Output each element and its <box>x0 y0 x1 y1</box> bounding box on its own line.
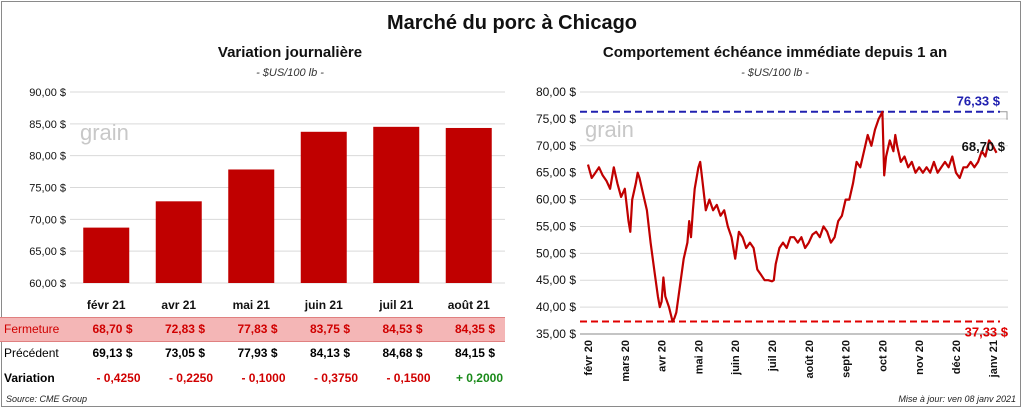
line-y-tick-label: 40,00 $ <box>536 300 576 314</box>
table-row: Fermeture 68,70 $ 72,83 $ 77,83 $ 83,75 $ 84,… <box>0 317 505 342</box>
bar-y-tick-label: 60,00 $ <box>29 278 66 290</box>
high-value-label: 76,33 $ <box>957 94 1001 109</box>
low-value-label: 37,33 $ <box>965 324 1009 339</box>
bar <box>155 201 202 283</box>
bar-chart-grid <box>70 91 505 284</box>
line-x-tick-label: nov 20 <box>914 340 926 375</box>
update-note: Mise à jour: ven 08 janv 2021 <box>898 394 1016 404</box>
table-cell: - 0,1000 <box>241 371 286 385</box>
line-x-tick-label: août 20 <box>804 340 816 379</box>
right-chart-unit: - $US/100 lb - <box>741 67 809 79</box>
bar-y-tick-label: 90,00 $ <box>29 87 66 99</box>
line-chart-x-ticks: févr 20 mars 20 avr 20 mai 20 juin 20 juil 20… <box>583 340 1000 382</box>
line-x-tick-label: févr 20 <box>583 340 595 375</box>
bar <box>83 227 130 283</box>
line-x-tick-label: mars 20 <box>620 340 632 382</box>
line-chart-reference-lines <box>580 110 1008 323</box>
right-watermark: grain <box>585 117 634 142</box>
line-y-tick-label: 65,00 $ <box>536 166 576 180</box>
line-x-tick-label: oct 20 <box>877 340 889 372</box>
table-row: Précédent 69,13 $ 73,05 $ 77,93 $ 84,13 $ 84,… <box>0 342 505 365</box>
table-cell: 84,15 $ <box>454 346 495 360</box>
left-chart-title: Variation journalière <box>217 44 363 61</box>
line-y-tick-label: 60,00 $ <box>536 193 576 207</box>
bar-chart-y-ticks: 60,00 $ 65,00 $ 70,00 $ 75,00 $ 80,00 $ 85,00… <box>29 87 66 290</box>
bar-chart-x-ticks: févr 21 avr 21 mai 21 juin 21 juil 21 août 21 <box>87 298 490 312</box>
table-cell: 77,93 $ <box>237 346 278 360</box>
bar-chart: 60,00 $ 65,00 $ 70,00 $ 75,00 $ 80,00 $ 85,00… <box>29 87 505 312</box>
table-cell: - 0,3750 <box>313 371 358 385</box>
bar-y-tick-label: 75,00 $ <box>29 183 66 195</box>
bar-x-tick-label: août 21 <box>448 298 490 312</box>
table-row-label: Précédent <box>4 346 59 360</box>
line-chart-y-ticks: 35,00 $ 40,00 $ 45,00 $ 50,00 $ 55,00 $ 60,00… <box>536 85 576 341</box>
line-y-tick-label: 55,00 $ <box>536 219 576 233</box>
line-y-tick-label: 50,00 $ <box>536 246 576 260</box>
line-chart: 35,00 $ 40,00 $ 45,00 $ 50,00 $ 55,00 $ 60,00… <box>536 85 1009 382</box>
line-y-tick-label: 75,00 $ <box>536 112 576 126</box>
line-x-tick-label: déc 20 <box>951 340 963 374</box>
left-chart-unit: - $US/100 lb - <box>256 67 324 79</box>
bar-y-tick-label: 80,00 $ <box>29 151 66 163</box>
line-x-tick-label: janv 21 <box>988 340 1000 378</box>
table-row-label: Fermeture <box>4 322 60 336</box>
table-cell: + 0,2000 <box>455 371 503 385</box>
line-x-tick-label: juin 20 <box>730 340 742 376</box>
line-x-tick-label: sept 20 <box>841 340 853 378</box>
bar-y-tick-label: 65,00 $ <box>29 246 66 258</box>
line-y-tick-label: 45,00 $ <box>536 273 576 287</box>
bar-y-tick-label: 70,00 $ <box>29 214 66 226</box>
bar-x-tick-label: mai 21 <box>233 298 271 312</box>
bar <box>300 131 347 283</box>
table-cell: 77,83 $ <box>237 322 278 336</box>
table-row: Variation - 0,4250 - 0,2250 - 0,1000 - 0,375… <box>0 367 505 390</box>
line-x-tick-label: juil 20 <box>767 340 779 372</box>
bar-x-tick-label: avr 21 <box>161 298 196 312</box>
table-cell: 84,13 $ <box>309 346 350 360</box>
price-line <box>586 110 998 323</box>
line-y-tick-label: 35,00 $ <box>536 327 576 341</box>
bar <box>445 127 492 283</box>
right-chart-title: Comportement échéance immédiate depuis 1… <box>602 44 948 61</box>
table-cell: 72,83 $ <box>164 322 205 336</box>
line-chart-grid <box>580 91 1008 335</box>
line-y-tick-label: 70,00 $ <box>536 139 576 153</box>
bar-x-tick-label: juil 21 <box>378 298 413 312</box>
line-y-tick-label: 80,00 $ <box>536 85 576 99</box>
table-cell: 69,13 $ <box>92 346 133 360</box>
left-watermark: grain <box>80 120 129 145</box>
bar-x-tick-label: févr 21 <box>87 298 126 312</box>
table-cell: 84,68 $ <box>382 346 423 360</box>
bar-chart-bars <box>83 126 492 283</box>
bar <box>373 126 420 283</box>
table-cell: - 0,2250 <box>168 371 213 385</box>
source-note: Source: CME Group <box>6 394 88 404</box>
table-cell: 84,53 $ <box>382 322 423 336</box>
bar <box>228 169 275 283</box>
last-value-label: 68,70 $ <box>962 139 1006 154</box>
table-cell: - 0,4250 <box>96 371 141 385</box>
main-title: Marché du porc à Chicago <box>386 12 638 34</box>
line-chart-labels: 76,33 $ 37,33 $ 68,70 $ <box>957 94 1009 340</box>
line-x-tick-label: avr 20 <box>657 340 669 372</box>
table-row-label: Variation <box>4 371 55 385</box>
bar-y-tick-label: 85,00 $ <box>29 119 66 131</box>
line-x-tick-label: mai 20 <box>693 340 705 374</box>
table-cell: 68,70 $ <box>92 322 133 336</box>
table-cell: 83,75 $ <box>309 322 350 336</box>
table-cell: - 0,1500 <box>386 371 431 385</box>
table-cell: 73,05 $ <box>164 346 205 360</box>
table-cell: 84,35 $ <box>454 322 495 336</box>
bar-x-tick-label: juin 21 <box>304 298 343 312</box>
high-label-connector <box>1000 111 1008 120</box>
